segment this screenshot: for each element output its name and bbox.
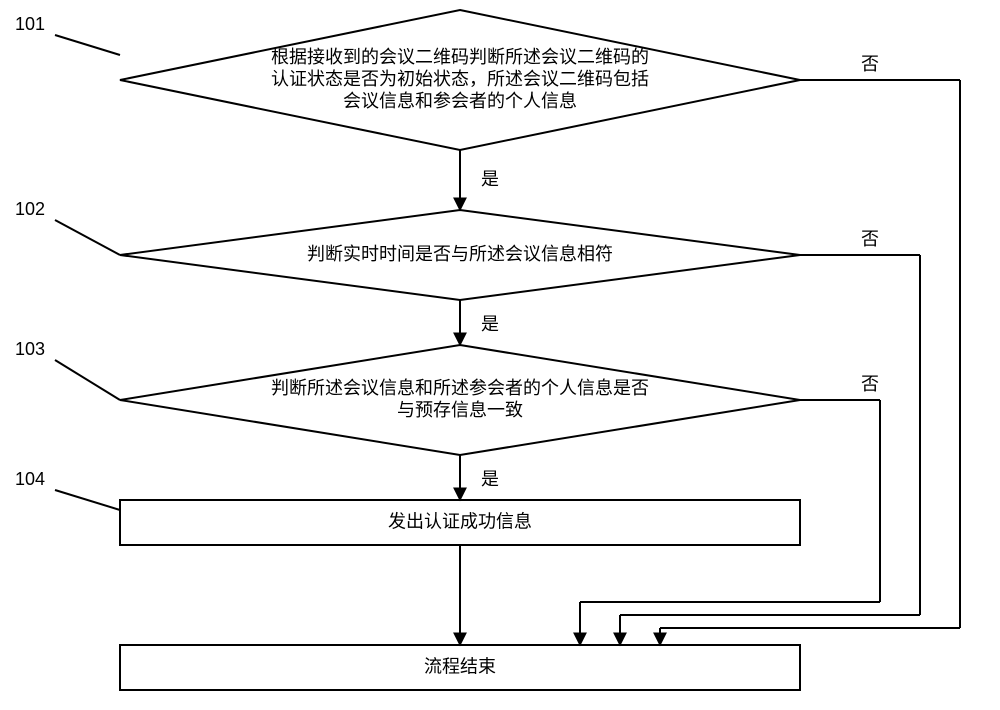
step-number-n3: 103 (15, 339, 45, 359)
decision-text-d3-1: 与预存信息一致 (397, 400, 523, 420)
no-label-p1: 否 (861, 54, 879, 74)
yes-label-a3: 是 (481, 469, 499, 489)
step-number-connector-n1 (55, 35, 120, 55)
flowchart: 根据接收到的会议二维码判断所述会议二维码的认证状态是否为初始状态，所述会议二维码… (0, 0, 1000, 710)
yes-label-a2: 是 (481, 314, 499, 334)
box-text-end-0: 流程结束 (424, 656, 496, 676)
step-number-n4: 104 (15, 469, 45, 489)
decision-text-d1-1: 认证状态是否为初始状态，所述会议二维码包括 (271, 69, 649, 89)
step-number-connector-n4 (55, 490, 120, 510)
box-text-r4-0: 发出认证成功信息 (388, 511, 532, 531)
decision-text-d1-2: 会议信息和参会者的个人信息 (343, 91, 577, 111)
yes-label-a1: 是 (481, 169, 499, 189)
decision-text-d3-0: 判断所述会议信息和所述参会者的个人信息是否 (271, 378, 649, 398)
step-number-connector-n2 (55, 220, 120, 255)
step-number-n2: 102 (15, 199, 45, 219)
decision-text-d1-0: 根据接收到的会议二维码判断所述会议二维码的 (271, 47, 649, 67)
step-number-connector-n3 (55, 360, 120, 400)
no-label-p2: 否 (861, 229, 879, 249)
no-label-p3: 否 (861, 374, 879, 394)
step-number-n1: 101 (15, 14, 45, 34)
decision-text-d2-0: 判断实时时间是否与所述会议信息相符 (307, 244, 613, 264)
